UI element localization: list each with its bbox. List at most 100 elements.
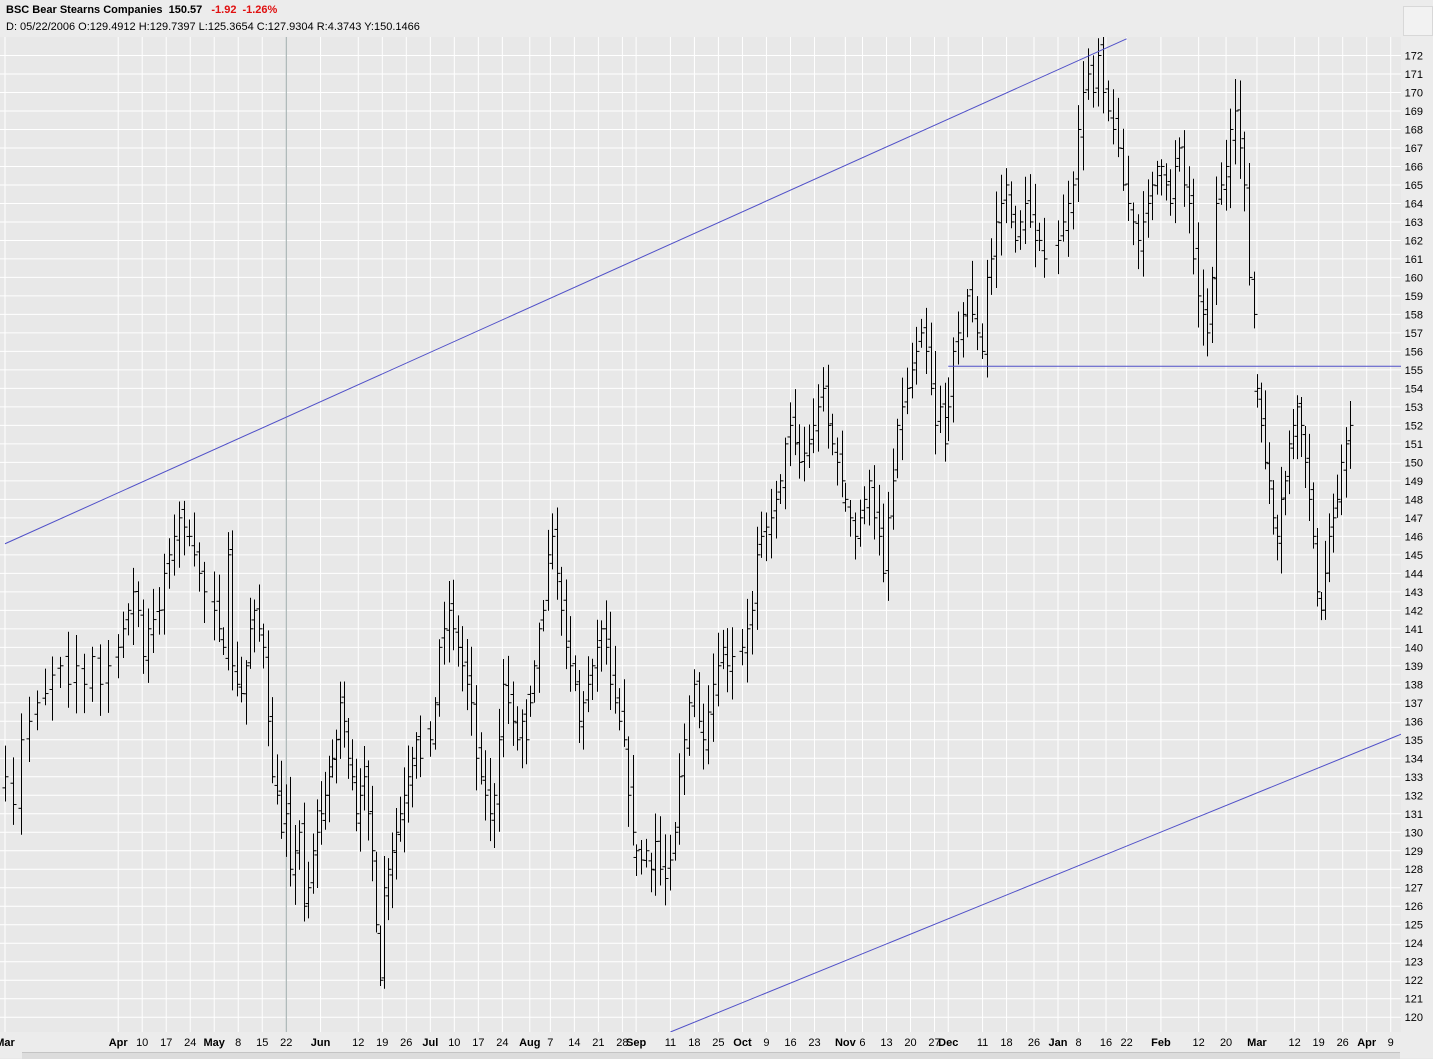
x-tick-label: Oct: [733, 1037, 752, 1049]
y-tick-label: 124: [1405, 938, 1423, 950]
y-tick-label: 146: [1405, 531, 1423, 543]
y-tick-label: 148: [1405, 494, 1423, 506]
y-tick-label: 137: [1405, 698, 1423, 710]
y-tick-label: 157: [1405, 328, 1423, 340]
trendline-upper-channel: [4, 38, 1127, 545]
price-axis: 120 121 122 123 124 125 126 127 128 129 130 131 132 1…: [1401, 37, 1433, 1032]
x-tick-label: 11: [665, 1037, 676, 1049]
x-tick-label: Dec: [938, 1037, 958, 1049]
y-tick-label: 167: [1405, 143, 1423, 155]
x-tick-label: Jan: [1049, 1037, 1068, 1049]
y-tick-label: 163: [1405, 217, 1423, 229]
y-tick-label: 132: [1405, 790, 1423, 802]
y-tick-label: 133: [1405, 772, 1423, 784]
x-tick-label: Jul: [422, 1037, 438, 1049]
x-tick-label: 12: [1193, 1037, 1205, 1049]
x-tick-label: 18: [688, 1037, 700, 1049]
y-tick-label: 168: [1405, 124, 1423, 136]
y-tick-label: 147: [1405, 513, 1423, 525]
x-tick-label: 10: [448, 1037, 460, 1049]
quote-line: BSC Bear Stearns Companies 150.57 -1.92-…: [6, 4, 277, 16]
price-bars: [2, 37, 1354, 989]
y-tick-label: 138: [1405, 679, 1423, 691]
x-tick-label: 23: [808, 1037, 820, 1049]
x-tick-label: 26: [1028, 1037, 1040, 1049]
x-tick-label: 8: [235, 1037, 241, 1049]
y-tick-label: 160: [1405, 272, 1423, 284]
y-tick-label: 145: [1405, 550, 1423, 562]
ohlc-readout: D: 05/22/2006 O:129.4912 H:129.7397 L:12…: [6, 21, 420, 33]
y-tick-label: 159: [1405, 291, 1423, 303]
y-tick-label: 127: [1405, 883, 1423, 895]
x-tick-label: 16: [784, 1037, 796, 1049]
y-tick-label: 162: [1405, 235, 1423, 247]
y-tick-label: 172: [1405, 50, 1423, 62]
x-tick-label: 22: [1120, 1037, 1132, 1049]
y-tick-label: 161: [1405, 254, 1423, 266]
x-tick-label: Sep: [626, 1037, 646, 1049]
y-tick-label: 121: [1405, 994, 1423, 1006]
x-tick-label: 24: [496, 1037, 508, 1049]
x-tick-label: Feb: [1151, 1037, 1171, 1049]
x-tick-label: 22: [280, 1037, 292, 1049]
x-tick-label: 14: [568, 1037, 580, 1049]
y-tick-label: 134: [1405, 753, 1423, 765]
x-tick-label: 11: [977, 1037, 988, 1049]
horizontal-gridlines: [0, 54, 1401, 1018]
x-tick-label: 27: [928, 1037, 940, 1049]
x-tick-label: 26: [400, 1037, 412, 1049]
y-tick-label: 166: [1405, 161, 1423, 173]
y-tick-label: 140: [1405, 642, 1423, 654]
x-tick-label: 17: [472, 1037, 484, 1049]
plot-background: [0, 37, 1401, 1032]
x-tick-label: 24: [184, 1037, 196, 1049]
x-tick-label: 16: [1100, 1037, 1112, 1049]
x-tick-label: 20: [904, 1037, 916, 1049]
y-tick-label: 129: [1405, 846, 1423, 858]
y-tick-label: 150: [1405, 457, 1423, 469]
date-axis-labels: Mar Apr 10 17 24 May 8 15 22 Jun 12 19 26 Jul 10 17 24 Au…: [0, 1037, 1394, 1049]
y-tick-label: 135: [1405, 735, 1423, 747]
x-tick-label: 19: [376, 1037, 388, 1049]
chart-header: BSC Bear Stearns Companies 150.57 -1.92-…: [0, 0, 1433, 37]
x-tick-label: 7: [547, 1037, 553, 1049]
y-tick-label: 126: [1405, 901, 1423, 913]
x-tick-label: 6: [859, 1037, 865, 1049]
x-tick-label: Mar: [0, 1037, 15, 1049]
x-tick-label: 17: [160, 1037, 172, 1049]
company-name: Bear Stearns Companies: [32, 4, 163, 16]
x-tick-label: 9: [1388, 1037, 1394, 1049]
y-tick-label: 169: [1405, 106, 1423, 118]
y-tick-label: 125: [1405, 920, 1423, 932]
y-tick-label: 143: [1405, 587, 1423, 599]
y-tick-label: 130: [1405, 827, 1423, 839]
x-tick-label: Aug: [519, 1037, 540, 1049]
chart-corner-box[interactable]: [1403, 6, 1433, 36]
y-tick-label: 165: [1405, 180, 1423, 192]
y-tick-label: 170: [1405, 87, 1423, 99]
x-tick-label: 25: [712, 1037, 724, 1049]
x-tick-label: Apr: [1357, 1037, 1377, 1049]
x-tick-label: 10: [136, 1037, 148, 1049]
x-tick-label: May: [204, 1037, 226, 1049]
y-tick-label: 141: [1405, 624, 1423, 636]
price-axis-labels: 120 121 122 123 124 125 126 127 128 129 130 131 132 1…: [1405, 50, 1423, 1024]
x-tick-label: 13: [880, 1037, 892, 1049]
price-plot[interactable]: [0, 37, 1401, 1032]
x-tick-label: 21: [592, 1037, 604, 1049]
y-tick-label: 155: [1405, 365, 1423, 377]
y-tick-label: 136: [1405, 716, 1423, 728]
y-tick-label: 151: [1405, 439, 1423, 451]
y-tick-label: 152: [1405, 420, 1423, 432]
y-tick-label: 171: [1405, 69, 1423, 81]
y-tick-label: 153: [1405, 402, 1423, 414]
y-tick-label: 158: [1405, 309, 1423, 321]
x-tick-label: Nov: [835, 1037, 857, 1049]
y-tick-label: 156: [1405, 346, 1423, 358]
trendlines[interactable]: [4, 38, 1401, 1032]
horizontal-scrollbar[interactable]: [22, 1052, 1400, 1059]
price-change: -1.92: [211, 4, 237, 16]
y-tick-label: 131: [1405, 809, 1423, 821]
y-tick-label: 164: [1405, 198, 1423, 210]
y-tick-label: 149: [1405, 476, 1423, 488]
